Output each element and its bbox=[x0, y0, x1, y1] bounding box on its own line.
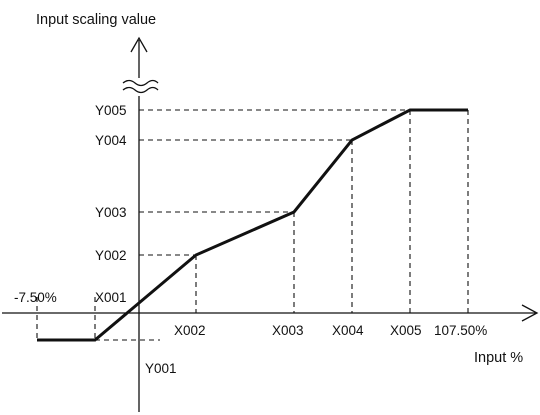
label-neg-limit: -7.50% bbox=[14, 290, 57, 305]
y-axis-title: Input scaling value bbox=[36, 12, 156, 28]
axis-break-mark bbox=[122, 79, 159, 94]
label-y001: Y001 bbox=[145, 361, 177, 376]
label-x004: X004 bbox=[332, 323, 364, 338]
label-x003: X003 bbox=[272, 323, 304, 338]
label-y005: Y005 bbox=[95, 103, 127, 118]
y-axis-arrowhead bbox=[130, 36, 148, 53]
label-x001: X001 bbox=[95, 290, 127, 305]
x-axis-title: Input % bbox=[474, 350, 523, 366]
label-y004: Y004 bbox=[95, 133, 127, 148]
x-axis-arrowhead bbox=[521, 304, 539, 322]
label-x002: X002 bbox=[174, 323, 206, 338]
scaling-curve bbox=[37, 108, 468, 342]
label-y003: Y003 bbox=[95, 205, 127, 220]
label-pos-limit: 107.50% bbox=[434, 323, 487, 338]
label-y002: Y002 bbox=[95, 248, 127, 263]
label-x005: X005 bbox=[390, 323, 422, 338]
